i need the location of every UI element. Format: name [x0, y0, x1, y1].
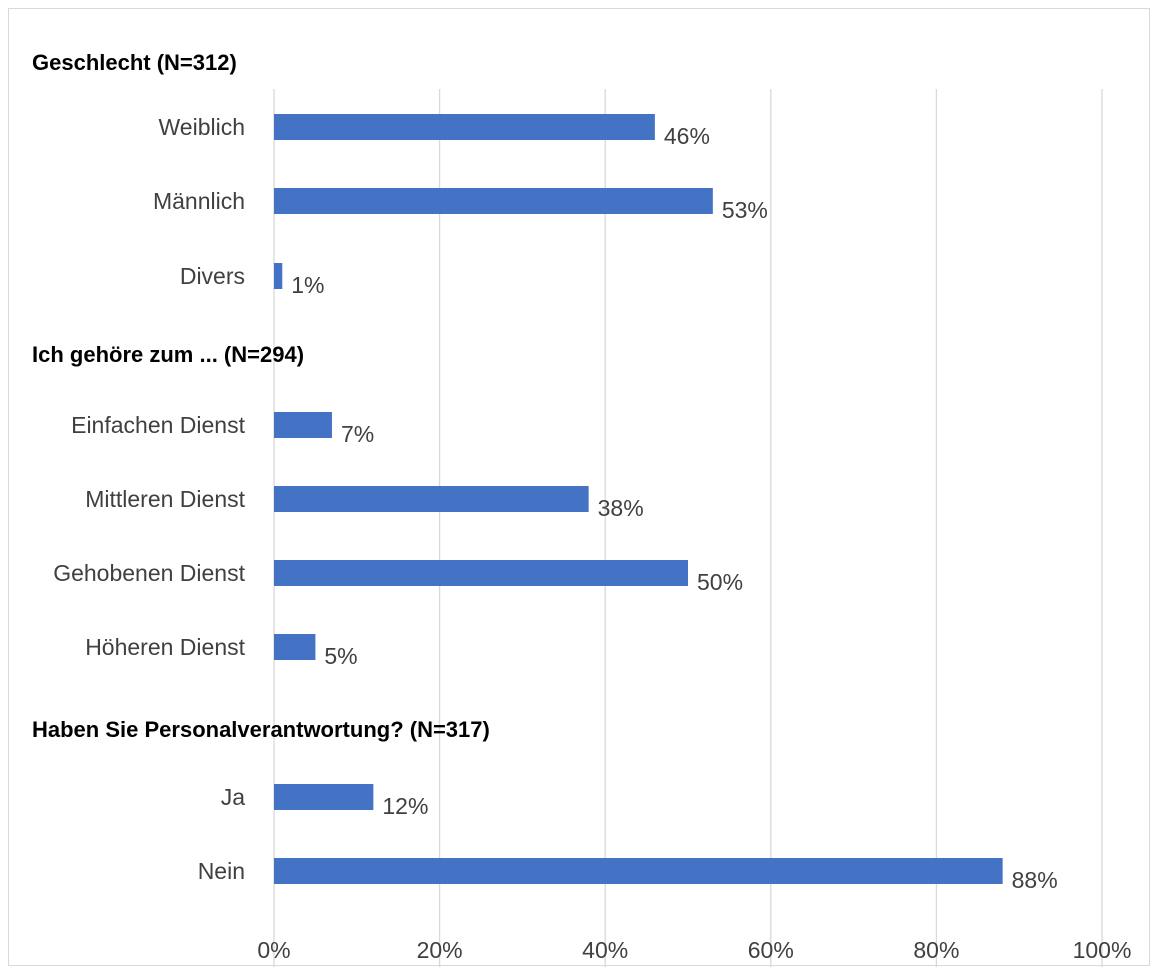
group-title: Haben Sie Personalverantwortung? (N=317) [32, 717, 490, 742]
data-label: 53% [722, 197, 768, 223]
category-label: Ja [221, 784, 246, 810]
data-label: 38% [598, 495, 644, 521]
bar [274, 263, 283, 289]
bar [274, 634, 316, 660]
chart-frame: 0% 20% 40% 60% 80% 100% Geschlecht (N=312) Weib… [8, 8, 1150, 967]
data-label: 46% [664, 123, 710, 149]
data-label: 5% [324, 643, 357, 669]
data-label: 50% [697, 569, 743, 595]
x-tick-label: 0% [257, 937, 290, 963]
labels: 0% 20% 40% 60% 80% 100% Geschlecht (N=312) Weib… [32, 50, 1131, 963]
x-tick-label: 60% [748, 937, 794, 963]
category-label: Höheren Dienst [85, 634, 245, 660]
x-tick-label: 40% [582, 937, 628, 963]
data-label: 88% [1012, 867, 1058, 893]
bar [274, 784, 374, 810]
category-label: Einfachen Dienst [71, 412, 245, 438]
category-label: Nein [198, 858, 245, 884]
bar [274, 412, 332, 438]
x-tick-label: 20% [417, 937, 463, 963]
category-label: Gehobenen Dienst [53, 560, 245, 586]
group-title: Geschlecht (N=312) [32, 50, 237, 75]
bar [274, 188, 713, 214]
bar [274, 858, 1003, 884]
data-label: 7% [341, 421, 374, 447]
bar [274, 114, 655, 140]
bar-chart: 0% 20% 40% 60% 80% 100% Geschlecht (N=312) Weib… [32, 50, 1131, 967]
data-label: 12% [382, 793, 428, 819]
category-label: Divers [180, 263, 245, 289]
bars [274, 114, 1003, 884]
x-tick-label: 80% [913, 937, 959, 963]
category-label: Männlich [153, 188, 245, 214]
category-label: Weiblich [159, 114, 246, 140]
bar [274, 486, 589, 512]
gridlines [273, 89, 1103, 967]
bar [274, 560, 688, 586]
x-tick-label: 100% [1073, 937, 1132, 963]
group-title: Ich gehöre zum ... (N=294) [32, 342, 304, 367]
data-label: 1% [291, 272, 324, 298]
category-label: Mittleren Dienst [85, 486, 245, 512]
